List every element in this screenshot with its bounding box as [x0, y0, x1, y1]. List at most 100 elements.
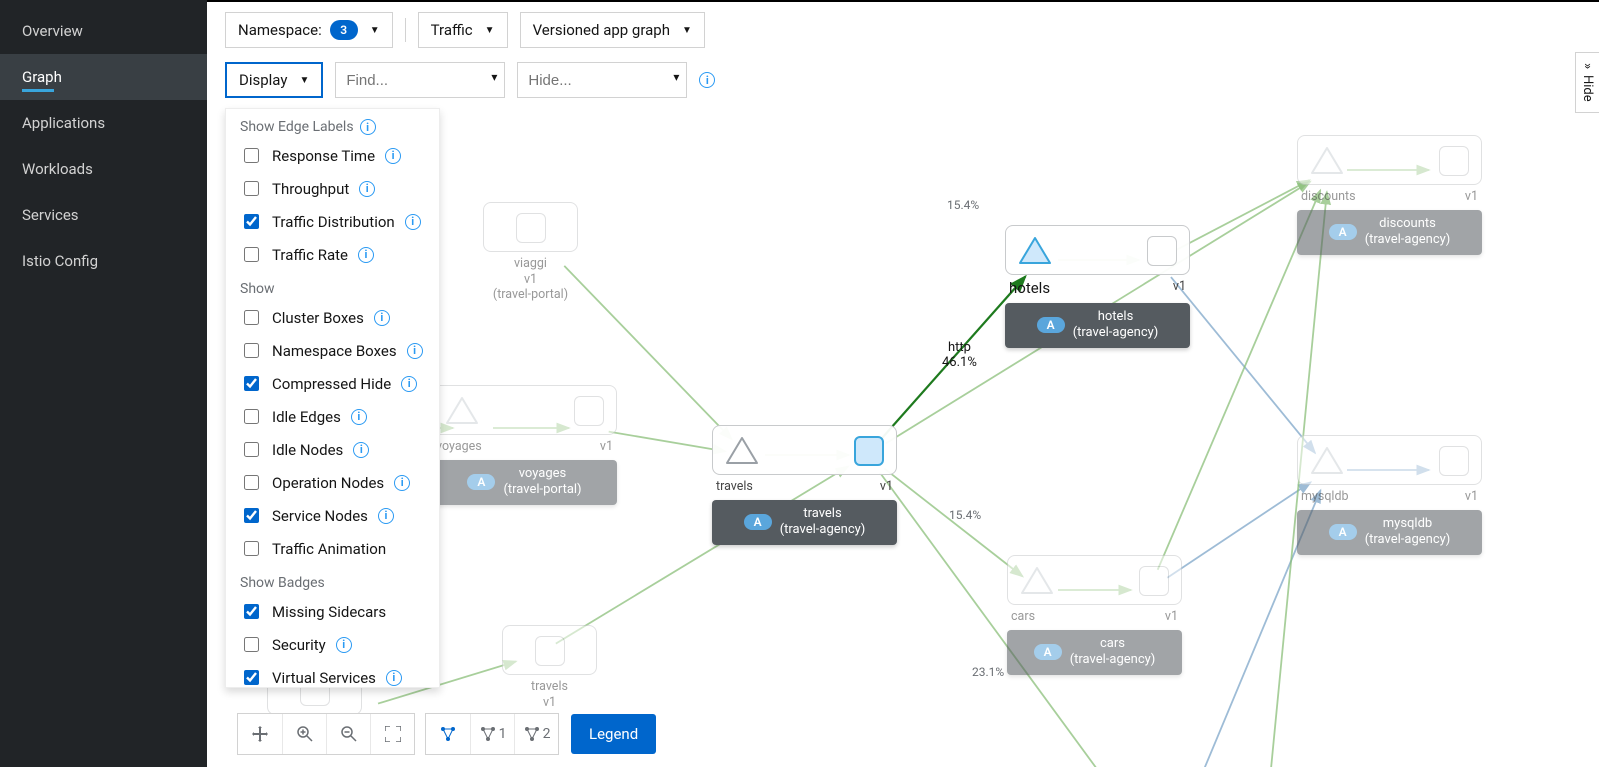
display-option-compressed-hide[interactable]: Compressed Hide i — [226, 367, 439, 400]
info-icon[interactable]: i — [358, 247, 374, 263]
find-input[interactable] — [335, 62, 505, 98]
sidebar-item-istio-config[interactable]: Istio Config — [0, 238, 207, 284]
checkbox[interactable] — [244, 214, 259, 229]
info-icon[interactable]: i — [401, 376, 417, 392]
checkbox[interactable] — [244, 508, 259, 523]
display-option-service-nodes[interactable]: Service Nodes i — [226, 499, 439, 532]
graph-node-hotels[interactable]: hotelsv1Ahotels(travel-agency) — [1005, 225, 1190, 348]
display-select[interactable]: Display ▼ — [225, 62, 323, 98]
display-option-security[interactable]: Securityi — [226, 628, 439, 661]
graph-node-viaggi[interactable]: viaggiv1(travel-portal) — [483, 202, 578, 303]
zoom-in-button[interactable] — [282, 714, 326, 754]
service-triangle-icon — [1310, 146, 1344, 176]
checkbox[interactable] — [244, 604, 259, 619]
display-option-traffic-rate[interactable]: Traffic Ratei — [226, 238, 439, 271]
layout-2-button[interactable]: 2 — [514, 714, 558, 754]
node-caption: travelsv1 — [712, 475, 897, 494]
graph-node-mysqldb[interactable]: mysqldbv1Amysqldb(travel-agency) — [1297, 435, 1482, 555]
checkbox[interactable] — [244, 148, 259, 163]
info-icon[interactable]: i — [378, 508, 394, 524]
info-icon[interactable]: i — [351, 409, 367, 425]
info-icon[interactable]: i — [359, 181, 375, 197]
checkbox[interactable] — [244, 541, 259, 556]
checkbox[interactable] — [244, 670, 259, 685]
checkbox[interactable] — [244, 181, 259, 196]
layout-2-suffix: 2 — [543, 726, 551, 742]
sidebar-item-overview[interactable]: Overview — [0, 8, 207, 54]
display-option-traffic-distribution[interactable]: Traffic Distributioni — [226, 205, 439, 238]
info-icon[interactable]: i — [385, 148, 401, 164]
info-icon[interactable]: i — [336, 637, 352, 653]
app-badge: A — [1329, 224, 1357, 240]
hide-panel-tab[interactable]: » Hide — [1575, 52, 1599, 113]
display-option-namespace-boxes[interactable]: Namespace Boxes i — [226, 334, 439, 367]
info-icon[interactable]: i — [374, 310, 390, 326]
option-label: Service Nodes — [272, 507, 368, 525]
app-badge: A — [744, 514, 772, 530]
graph-type-select[interactable]: Versioned app graph ▼ — [520, 12, 705, 48]
graph-bottom-toolbar: 1 2 Legend — [237, 713, 656, 755]
drag-button[interactable] — [238, 714, 282, 754]
info-icon[interactable]: i — [353, 442, 369, 458]
info-icon[interactable]: i — [407, 343, 423, 359]
graph-node-discounts[interactable]: discountsv1Adiscounts(travel-agency) — [1297, 135, 1482, 255]
display-option-cluster-boxes[interactable]: Cluster Boxesi — [226, 301, 439, 334]
display-option-operation-nodes[interactable]: Operation Nodesi — [226, 466, 439, 499]
option-label: Throughput — [272, 180, 349, 198]
checkbox[interactable] — [244, 310, 259, 325]
node-namespace-tag: Acars(travel-agency) — [1007, 630, 1182, 675]
info-icon[interactable]: i — [405, 214, 421, 230]
display-option-response-time[interactable]: Response Timei — [226, 139, 439, 172]
tag-text: cars(travel-agency) — [1070, 636, 1156, 669]
zoom-controls — [237, 713, 415, 755]
option-label: Idle Nodes — [272, 441, 343, 459]
option-label: Namespace Boxes — [272, 342, 397, 360]
option-label: Idle Edges — [272, 408, 341, 426]
sidebar-item-workloads[interactable]: Workloads — [0, 146, 207, 192]
info-icon[interactable]: i — [699, 72, 715, 88]
display-option-traffic-animation[interactable]: Traffic Animation — [226, 532, 439, 565]
display-option-idle-nodes[interactable]: Idle Nodes i — [226, 433, 439, 466]
display-option-virtual-services[interactable]: Virtual Servicesi — [226, 661, 439, 688]
toolbar-separator — [405, 18, 406, 42]
tag-text: travels(travel-agency) — [780, 506, 866, 539]
option-label: Compressed Hide — [272, 375, 391, 393]
display-option-idle-edges[interactable]: Idle Edges i — [226, 400, 439, 433]
checkbox[interactable] — [244, 376, 259, 391]
checkbox[interactable] — [244, 442, 259, 457]
graph-node-travels_v1[interactable]: travelsv1 — [502, 625, 597, 710]
info-icon[interactable]: i — [394, 475, 410, 491]
display-dropdown-panel: Show Edge LabelsiResponse TimeiThroughpu… — [225, 108, 440, 688]
node-caption: carsv1 — [1007, 605, 1182, 624]
traffic-select[interactable]: Traffic ▼ — [418, 12, 508, 48]
display-option-throughput[interactable]: Throughput i — [226, 172, 439, 205]
fit-button[interactable] — [370, 714, 414, 754]
legend-button[interactable]: Legend — [571, 714, 656, 754]
sidebar-item-applications[interactable]: Applications — [0, 100, 207, 146]
namespace-select[interactable]: Namespace: 3 ▼ — [225, 12, 393, 48]
zoom-out-button[interactable] — [326, 714, 370, 754]
tag-text: hotels(travel-agency) — [1073, 309, 1159, 342]
display-option-missing-sidecars[interactable]: Missing Sidecars — [226, 595, 439, 628]
checkbox[interactable] — [244, 475, 259, 490]
checkbox[interactable] — [244, 343, 259, 358]
sidebar-item-graph[interactable]: Graph — [0, 54, 207, 100]
chevron-right-icon: » — [1580, 63, 1595, 69]
service-triangle-icon — [1020, 566, 1054, 596]
info-icon[interactable]: i — [360, 119, 376, 135]
graph-node-travels[interactable]: travelsv1 Atravels(travel-agency) — [712, 425, 897, 545]
workload-square-icon — [516, 213, 546, 243]
graph-node-cars[interactable]: carsv1 Acars(travel-agency) — [1007, 555, 1182, 675]
layout-1-button[interactable]: 1 — [470, 714, 514, 754]
app-badge: A — [467, 474, 495, 490]
checkbox[interactable] — [244, 637, 259, 652]
sidebar-item-services[interactable]: Services — [0, 192, 207, 238]
option-label: Missing Sidecars — [272, 603, 386, 621]
layout-default-button[interactable] — [426, 714, 470, 754]
info-icon[interactable]: i — [386, 670, 402, 686]
checkbox[interactable] — [244, 247, 259, 262]
graph-node-voyages[interactable]: voyagesv1Avoyages(travel-portal) — [432, 385, 617, 505]
hide-input[interactable] — [517, 62, 687, 98]
checkbox[interactable] — [244, 409, 259, 424]
workload-square-icon — [535, 636, 565, 666]
